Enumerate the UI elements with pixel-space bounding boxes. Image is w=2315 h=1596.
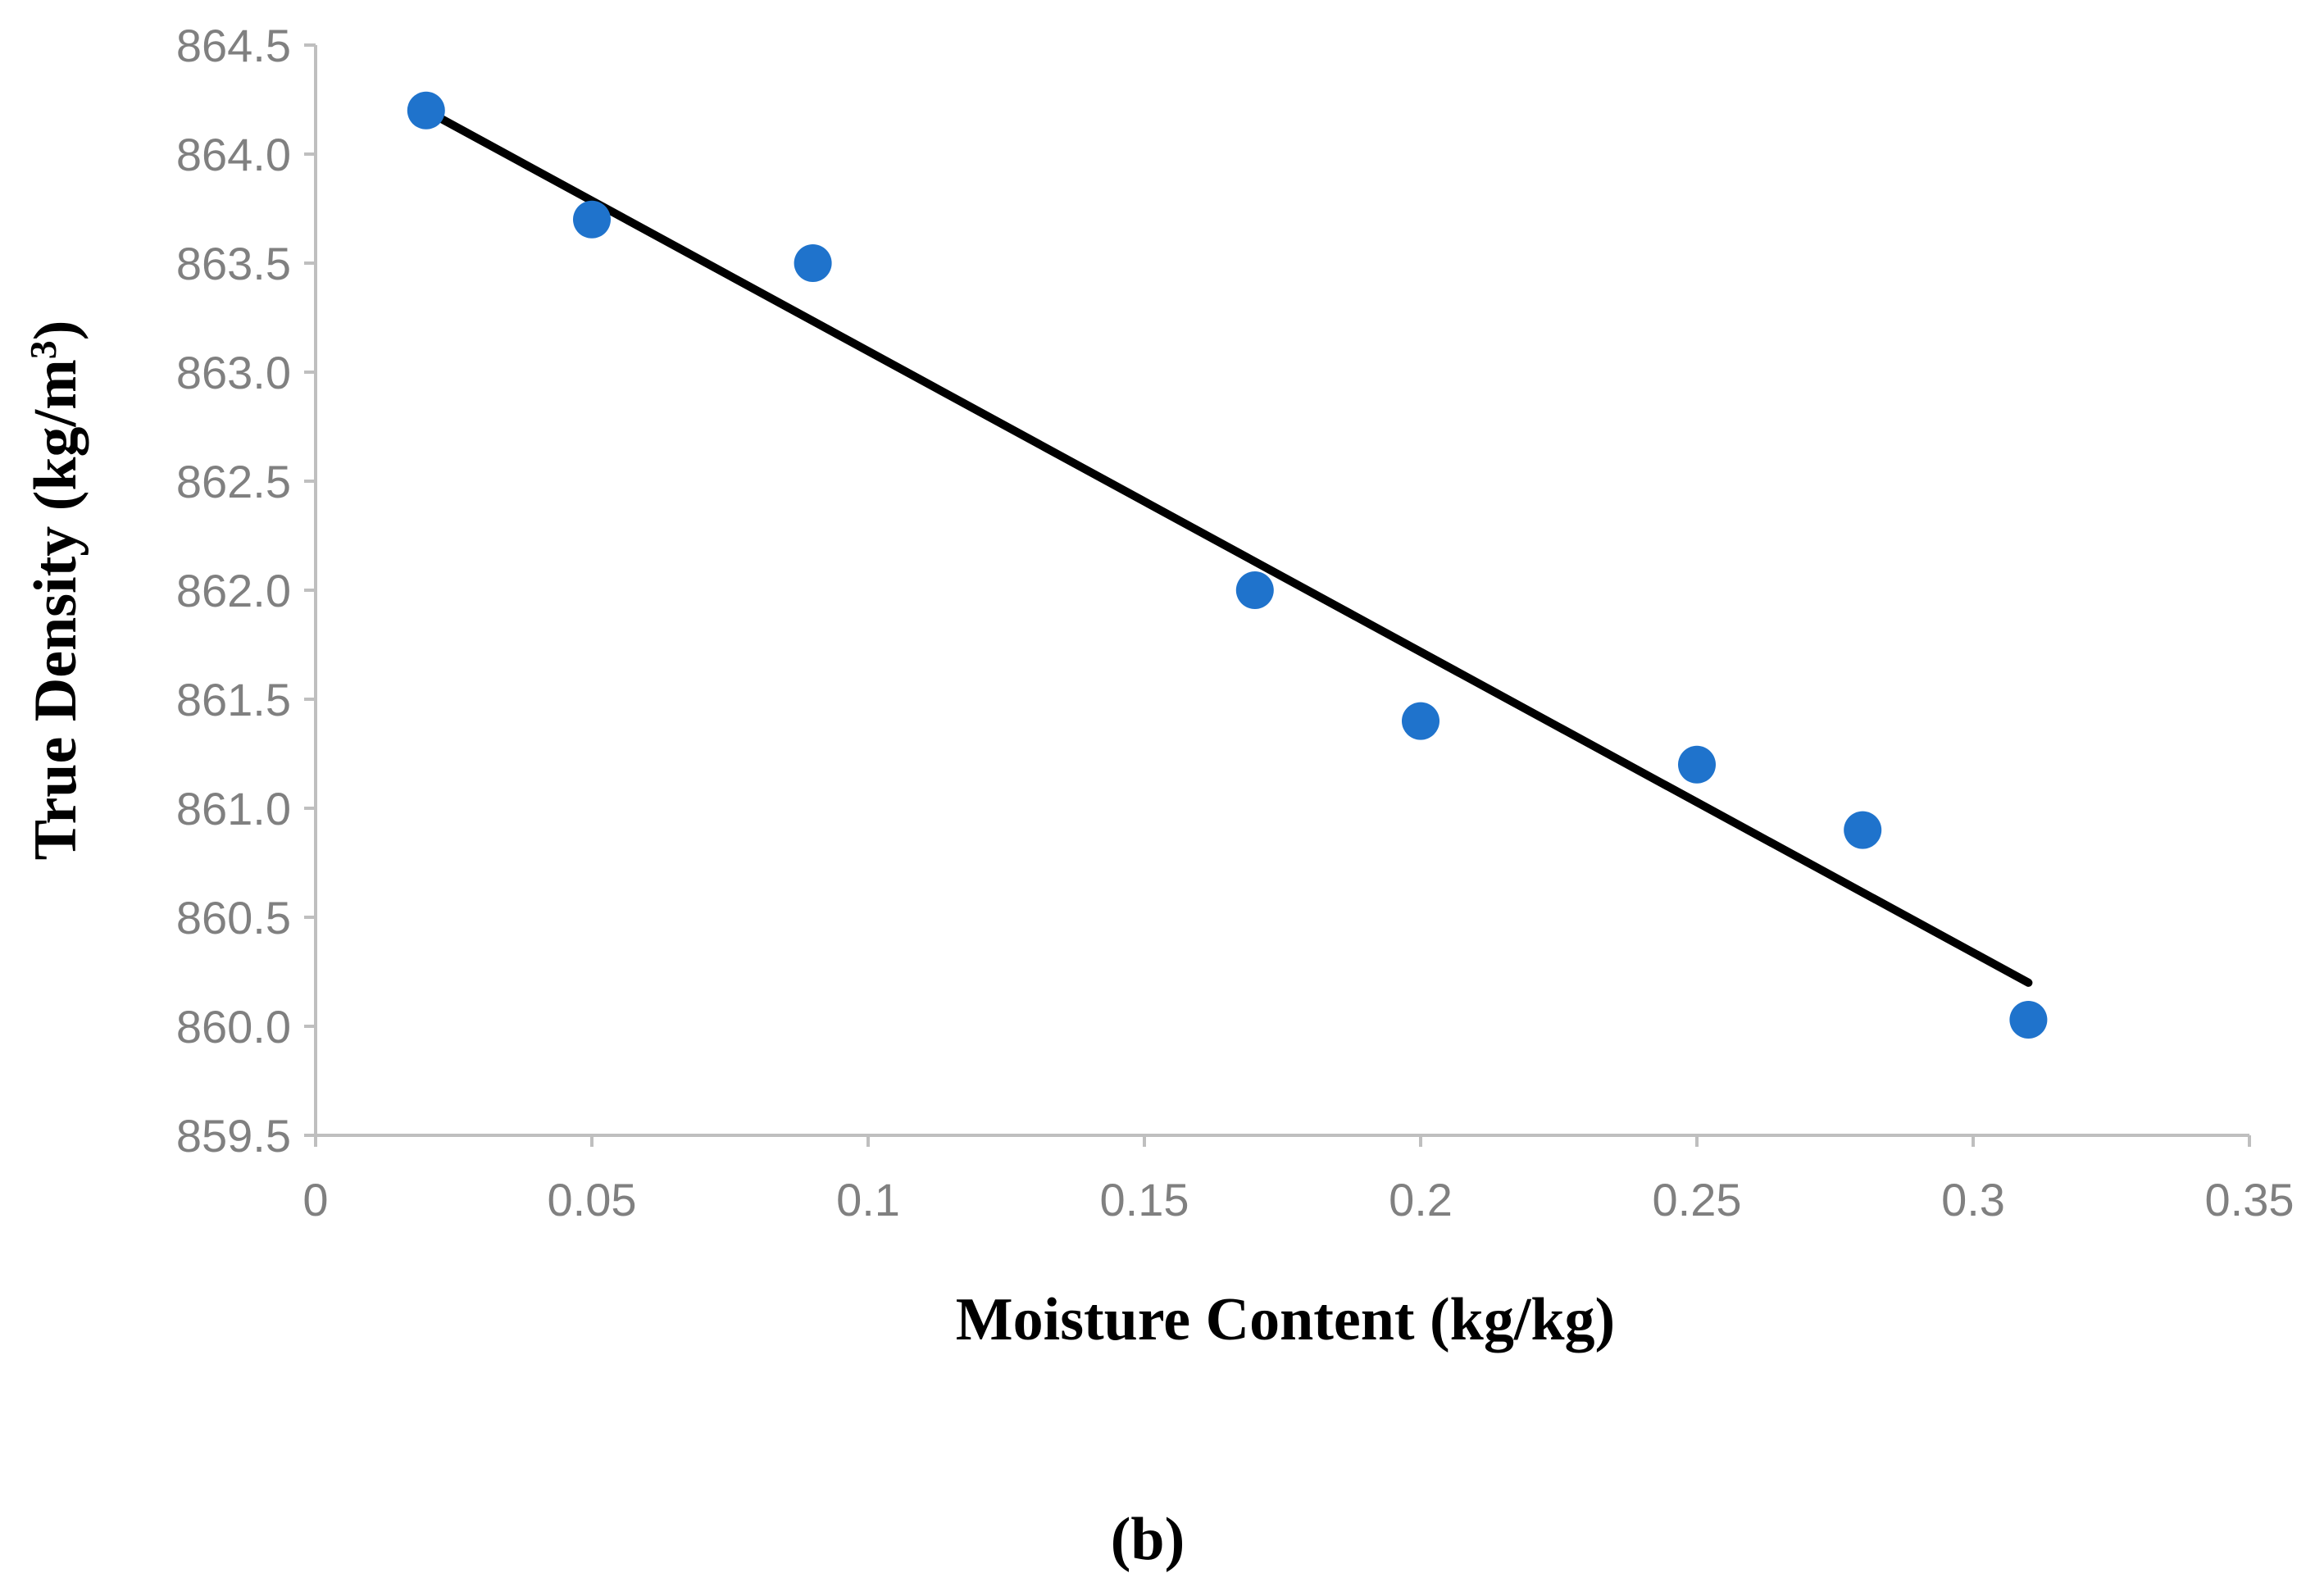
x-tick-label: 0 — [302, 1174, 328, 1225]
data-point — [794, 244, 832, 282]
data-point — [1844, 811, 1882, 849]
data-point — [573, 200, 611, 239]
y-tick-label: 863.5 — [176, 238, 291, 289]
data-point — [1402, 702, 1439, 740]
x-tick-label: 0.05 — [548, 1174, 637, 1225]
y-tick-label: 861.0 — [176, 783, 291, 834]
trendline-group — [421, 106, 2033, 987]
y-tick-label: 862.0 — [176, 565, 291, 616]
y-tick-label: 862.5 — [176, 456, 291, 507]
x-tick-label: 0.25 — [1653, 1174, 1742, 1225]
y-axis-title-close: ) — [22, 321, 89, 341]
y-tick-label: 860.5 — [176, 892, 291, 944]
x-axis-title: Moisture Content (kg/kg) — [956, 1286, 1615, 1353]
data-point — [407, 91, 445, 130]
y-tick-labels: 859.5 860.0 860.5 861.0 861.5 862.0 862.5 863.0… — [176, 20, 316, 1162]
y-axis-title-superscript: 3 — [22, 340, 64, 359]
y-tick-label: 861.5 — [176, 674, 291, 725]
y-tick-label: 863.0 — [176, 347, 291, 398]
data-point — [1235, 571, 1274, 609]
x-tick-label: 0.2 — [1389, 1174, 1453, 1225]
y-tick-label: 864.0 — [176, 129, 291, 180]
y-axis-title: True Density (kg/m3) — [22, 321, 89, 861]
x-tick-labels: 0 0.05 0.1 0.15 0.2 0.25 0.3 0.35 — [302, 1135, 2295, 1225]
x-tick-label: 0.35 — [2205, 1174, 2295, 1225]
x-tick-label: 0.15 — [1100, 1174, 1189, 1225]
x-tick-label: 0.1 — [836, 1174, 900, 1225]
y-tick-label: 864.5 — [176, 20, 291, 71]
data-point — [1678, 745, 1716, 784]
data-points — [407, 91, 2048, 1039]
y-tick-label: 860.0 — [176, 1001, 291, 1053]
x-tick-label: 0.3 — [1941, 1174, 2005, 1225]
y-tick-label: 859.5 — [176, 1110, 291, 1162]
y-axis-title-main: True Density (kg/m — [22, 359, 89, 860]
trendline — [421, 106, 2033, 987]
panel-label: (b) — [1111, 1506, 1185, 1573]
data-point — [2009, 1001, 2048, 1039]
